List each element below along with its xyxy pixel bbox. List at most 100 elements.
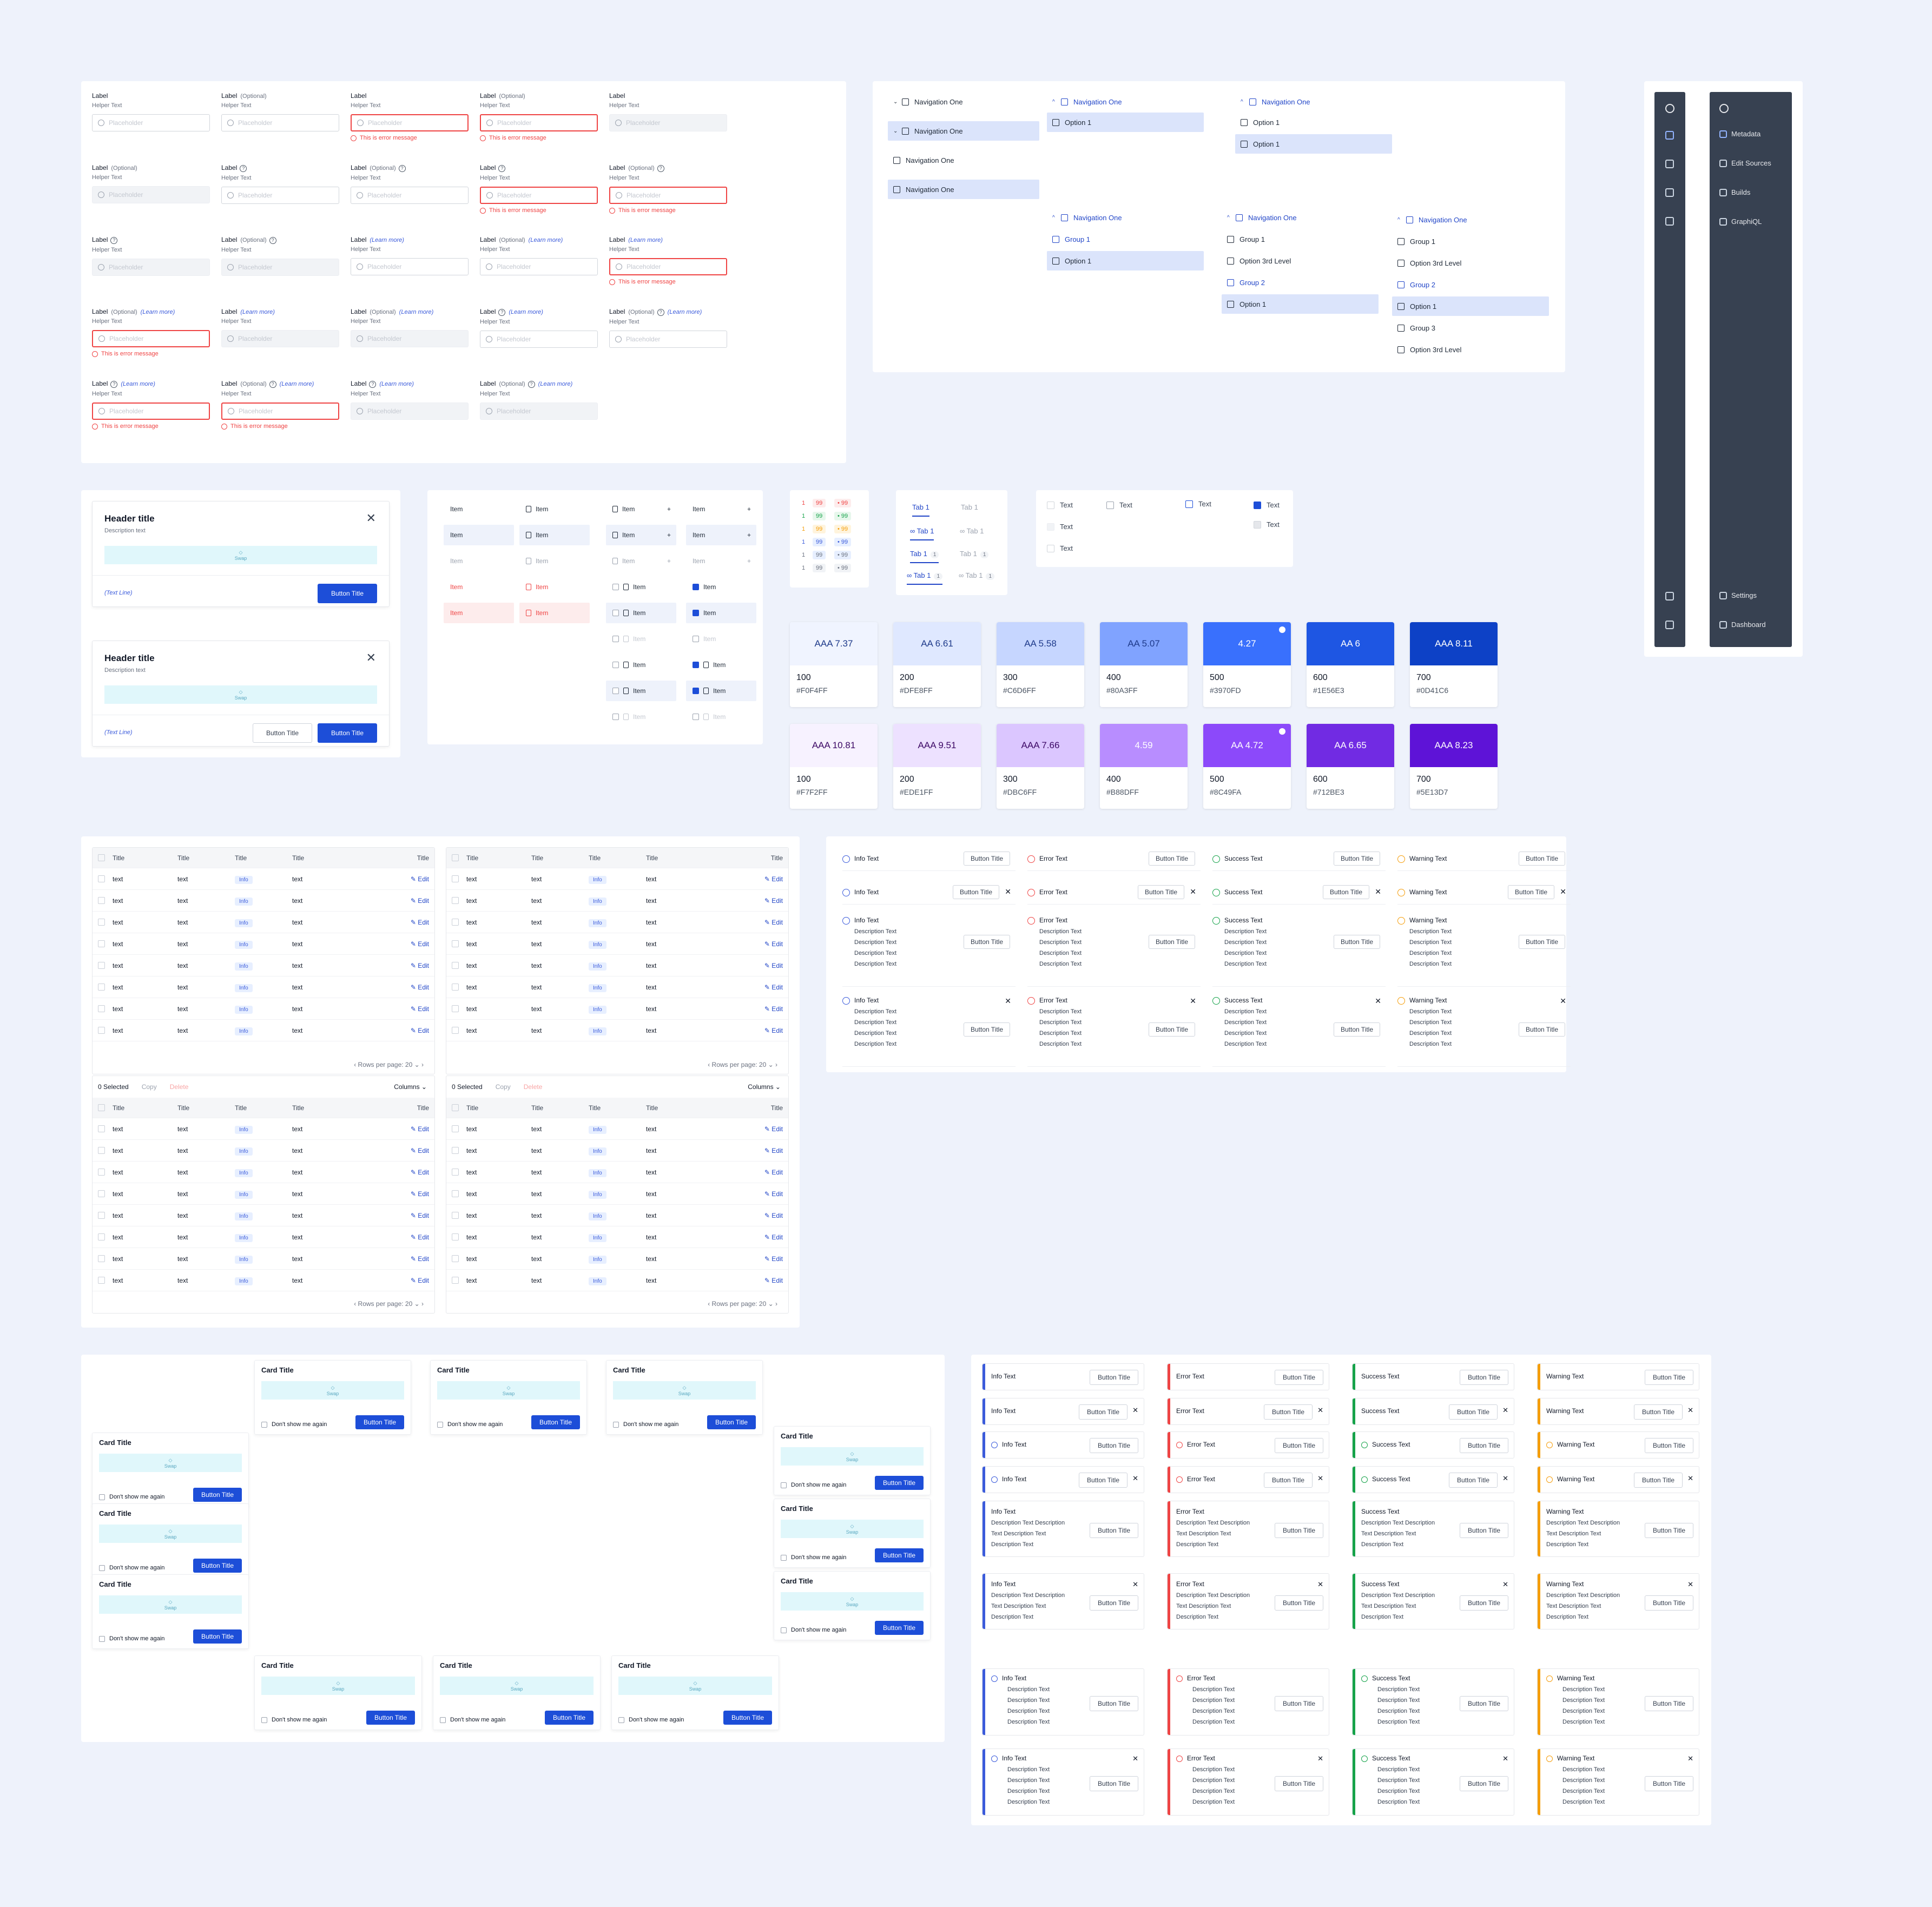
sidebar-item[interactable]: Dashboard: [1719, 621, 1766, 629]
row-checkbox[interactable]: [452, 919, 459, 926]
card-button[interactable]: Button Title: [545, 1711, 594, 1725]
text-input[interactable]: Placeholder: [92, 330, 210, 347]
close-icon[interactable]: ✕: [1132, 1474, 1138, 1482]
alert-button[interactable]: Button Title: [1323, 885, 1369, 899]
list-item[interactable]: Item: [444, 551, 514, 571]
list-item[interactable]: Item: [686, 577, 756, 597]
help-icon[interactable]: ?: [498, 165, 506, 172]
checkbox[interactable]: [612, 610, 619, 616]
nav-item[interactable]: ^ Navigation One: [1047, 208, 1204, 227]
dont-show-checkbox[interactable]: Don't show me again: [261, 1421, 327, 1428]
learn-more-link[interactable]: (Learn more): [667, 309, 702, 315]
nav-item[interactable]: Option 3rd Level: [1392, 253, 1549, 273]
row-checkbox[interactable]: [98, 1005, 105, 1012]
row-checkbox[interactable]: [452, 1277, 459, 1284]
row-checkbox[interactable]: [452, 1233, 459, 1240]
alert-button[interactable]: Button Title: [1275, 1370, 1323, 1385]
list-item[interactable]: Item: [519, 577, 590, 597]
table-row[interactable]: text text Info text ✎ Edit: [446, 933, 788, 955]
list-item[interactable]: Item: [606, 707, 676, 727]
list-item[interactable]: Item: [444, 525, 514, 545]
alert-button[interactable]: Button Title: [1449, 1404, 1498, 1420]
pagination[interactable]: ‹ Rows per page: 20 ⌄ ›: [354, 1300, 424, 1308]
row-checkbox[interactable]: [452, 875, 459, 882]
list-item[interactable]: Item: [686, 629, 756, 649]
edit-link[interactable]: ✎ Edit: [410, 1146, 429, 1154]
text-input[interactable]: Placeholder: [609, 187, 727, 204]
alert-button[interactable]: Button Title: [1090, 1776, 1138, 1791]
table-row[interactable]: text text Info text ✎ Edit: [446, 976, 788, 998]
gear-icon[interactable]: [1665, 592, 1674, 601]
list-item[interactable]: Item: [444, 577, 514, 597]
checkbox[interactable]: [612, 584, 619, 590]
checkbox-option[interactable]: Text: [1047, 501, 1073, 509]
clock-icon[interactable]: [1665, 188, 1674, 197]
text-input[interactable]: Placeholder: [92, 114, 210, 131]
checkbox[interactable]: [437, 1421, 443, 1428]
nav-item[interactable]: Group 3: [1392, 318, 1549, 338]
alert-button[interactable]: Button Title: [1334, 935, 1380, 949]
row-checkbox[interactable]: [452, 940, 459, 947]
row-checkbox[interactable]: [98, 1104, 105, 1111]
nav-item[interactable]: Option 1: [1392, 296, 1549, 316]
nav-item[interactable]: Option 1: [1047, 113, 1204, 132]
row-checkbox[interactable]: [98, 1255, 105, 1262]
checkbox[interactable]: [693, 662, 699, 668]
checkbox[interactable]: [99, 1494, 105, 1500]
text-line-link[interactable]: (Text Line): [104, 729, 133, 736]
alert-button[interactable]: Button Title: [1508, 885, 1554, 899]
close-icon[interactable]: ✕: [1005, 887, 1011, 896]
text-input[interactable]: Placeholder: [480, 187, 598, 204]
code-icon[interactable]: [1665, 160, 1674, 168]
close-icon[interactable]: ✕: [366, 651, 376, 664]
tab-active[interactable]: Tab 1: [912, 503, 929, 517]
alert-button[interactable]: Button Title: [1645, 1696, 1693, 1711]
help-icon[interactable]: ?: [527, 381, 535, 388]
row-checkbox[interactable]: [98, 1233, 105, 1240]
close-icon[interactable]: ✕: [366, 511, 376, 525]
list-item[interactable]: Item: [606, 681, 676, 701]
table-row[interactable]: text text Info text ✎ Edit: [446, 1020, 788, 1041]
alert-button[interactable]: Button Title: [1460, 1595, 1508, 1611]
close-icon[interactable]: ✕: [1502, 1754, 1508, 1763]
card-button[interactable]: Button Title: [193, 1629, 242, 1644]
nav-item[interactable]: Option 1: [1047, 251, 1204, 270]
learn-more-link[interactable]: (Learn more): [140, 309, 175, 315]
tab-inactive[interactable]: ∞ Tab 1: [960, 527, 984, 539]
edit-link[interactable]: ✎ Edit: [410, 918, 429, 926]
row-checkbox[interactable]: [452, 1255, 459, 1262]
close-icon[interactable]: ✕: [1375, 887, 1381, 896]
edit-link[interactable]: ✎ Edit: [764, 1255, 783, 1263]
edit-link[interactable]: ✎ Edit: [410, 961, 429, 969]
alert-button[interactable]: Button Title: [1149, 852, 1195, 866]
alert-button[interactable]: Button Title: [1460, 1696, 1508, 1711]
card-button[interactable]: Button Title: [723, 1711, 772, 1725]
list-item[interactable]: Item +: [606, 499, 676, 519]
text-line-link[interactable]: (Text Line): [104, 590, 133, 596]
help-icon[interactable]: ?: [269, 381, 276, 388]
copy-button[interactable]: Copy: [495, 1083, 511, 1091]
alert-button[interactable]: Button Title: [1519, 852, 1565, 866]
table-row[interactable]: text text Info text ✎ Edit: [93, 998, 434, 1020]
table-row[interactable]: text text Info text ✎ Edit: [93, 1248, 434, 1270]
table-row[interactable]: text text Info text ✎ Edit: [446, 868, 788, 890]
help-icon[interactable]: ?: [657, 309, 664, 316]
alert-button[interactable]: Button Title: [1519, 935, 1565, 949]
edit-link[interactable]: ✎ Edit: [764, 1211, 783, 1219]
checkbox-option[interactable]: Text: [1185, 500, 1211, 508]
text-input[interactable]: Placeholder: [609, 258, 727, 275]
edit-link[interactable]: ✎ Edit: [764, 983, 783, 991]
help-icon[interactable]: ?: [110, 237, 118, 244]
text-input[interactable]: Placeholder: [92, 402, 210, 420]
edit-link[interactable]: ✎ Edit: [764, 961, 783, 969]
nav-item[interactable]: Group 2: [1392, 275, 1549, 294]
pagination[interactable]: ‹ Rows per page: 20 ⌄ ›: [354, 1061, 424, 1068]
primary-button[interactable]: Button Title: [318, 584, 377, 603]
close-icon[interactable]: ✕: [1005, 997, 1011, 1005]
checkbox[interactable]: [99, 1635, 105, 1642]
table-row[interactable]: text text Info text ✎ Edit: [93, 868, 434, 890]
checkbox-option[interactable]: Text: [1047, 523, 1073, 531]
learn-more-link[interactable]: (Learn more): [399, 309, 434, 315]
